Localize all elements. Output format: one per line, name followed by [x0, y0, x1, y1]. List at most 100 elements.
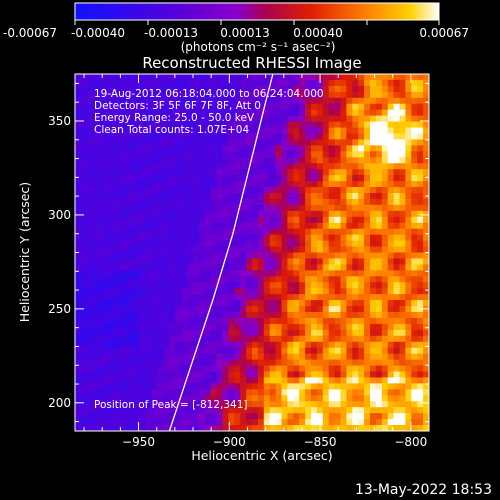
- heatmap-cell: [116, 317, 123, 325]
- heatmap-cell: [405, 252, 412, 259]
- heatmap-cell: [364, 228, 371, 236]
- heatmap-cell: [293, 365, 300, 372]
- heatmap-cell: [375, 306, 383, 313]
- heatmap-cell: [257, 329, 265, 337]
- heatmap-cell: [387, 216, 394, 224]
- heatmap-cell: [275, 204, 282, 212]
- heatmap-cell: [340, 270, 347, 277]
- heatmap-cell: [275, 79, 282, 87]
- heatmap-cell: [328, 74, 335, 81]
- heatmap-cell: [175, 139, 182, 146]
- heatmap-cell: [305, 234, 312, 241]
- heatmap-cell: [157, 79, 164, 87]
- heatmap-cell: [340, 395, 347, 402]
- heatmap-cell: [358, 383, 365, 390]
- heatmap-cell: [423, 204, 429, 212]
- heatmap-cell: [322, 341, 330, 349]
- heatmap-cell: [299, 276, 306, 283]
- heatmap-cell: [316, 198, 324, 206]
- heatmap-cell: [334, 97, 341, 105]
- heatmap-cell: [322, 383, 330, 390]
- heatmap-cell: [364, 91, 371, 99]
- heatmap-cell: [234, 312, 241, 319]
- heatmap-cell: [405, 341, 412, 349]
- heatmap-cell: [240, 157, 247, 164]
- heatmap-cell: [193, 276, 200, 283]
- heatmap-cell: [240, 264, 247, 271]
- heatmap-cell: [417, 383, 424, 390]
- heatmap-cell: [198, 133, 206, 140]
- heatmap-cell: [193, 407, 200, 414]
- heatmap-cell: [375, 145, 383, 152]
- heatmap-cell: [98, 97, 105, 105]
- heatmap-cell: [405, 306, 412, 313]
- heatmap-cell: [375, 282, 383, 289]
- heatmap-cell: [92, 306, 99, 313]
- heatmap-cell: [311, 240, 318, 247]
- heatmap-cell: [322, 270, 330, 277]
- heatmap-cell: [198, 145, 206, 152]
- heatmap-cell: [104, 145, 111, 152]
- heatmap-cell: [110, 103, 117, 111]
- heatmap-cell: [252, 377, 259, 384]
- heatmap-cell: [210, 419, 217, 426]
- heatmap-cell: [423, 157, 429, 164]
- heatmap-cell: [405, 216, 412, 224]
- heatmap-cell: [198, 407, 206, 414]
- heatmap-cell: [275, 169, 282, 176]
- heatmap-cell: [405, 151, 412, 158]
- heatmap-cell: [305, 181, 312, 188]
- heatmap-cell: [340, 169, 347, 176]
- heatmap-cell: [346, 240, 353, 247]
- heatmap-cell: [358, 187, 365, 194]
- heatmap-cell: [417, 74, 424, 81]
- heatmap-cell: [163, 216, 170, 224]
- heatmap-cell: [252, 312, 259, 319]
- heatmap-cell: [263, 329, 271, 337]
- heatmap-cell: [75, 139, 82, 146]
- heatmap-cell: [86, 317, 94, 325]
- heatmap-cell: [187, 198, 194, 206]
- heatmap-cell: [145, 193, 153, 200]
- heatmap-cell: [328, 228, 335, 236]
- heatmap-cell: [328, 395, 335, 402]
- heatmap-cell: [417, 198, 424, 206]
- heatmap-cell: [193, 151, 200, 158]
- heatmap-cell: [287, 246, 294, 253]
- heatmap-cell: [169, 79, 176, 87]
- heatmap-cell: [393, 365, 400, 372]
- heatmap-cell: [128, 193, 135, 200]
- heatmap-cell: [169, 91, 176, 99]
- heatmap-cell: [169, 294, 176, 301]
- heatmap-cell: [281, 121, 288, 128]
- heatmap-cell: [393, 329, 400, 337]
- heatmap-cell: [364, 139, 371, 146]
- heatmap-cell: [139, 121, 147, 128]
- heatmap-cell: [281, 193, 288, 200]
- heatmap-cell: [157, 246, 164, 253]
- heatmap-cell: [151, 270, 158, 277]
- heatmap-cell: [175, 163, 182, 170]
- heatmap-cell: [222, 216, 229, 224]
- heatmap-cell: [163, 198, 170, 206]
- heatmap-cell: [352, 175, 359, 182]
- heatmap-cell: [328, 389, 335, 396]
- heatmap-cell: [399, 198, 406, 206]
- heatmap-cell: [175, 294, 182, 301]
- heatmap-cell: [210, 270, 217, 277]
- heatmap-cell: [157, 294, 164, 301]
- heatmap-cell: [352, 419, 359, 426]
- heatmap-cell: [358, 193, 365, 200]
- heatmap-cell: [346, 139, 353, 146]
- heatmap-cell: [370, 157, 377, 164]
- heatmap-cell: [86, 240, 94, 247]
- heatmap-cell: [405, 181, 412, 188]
- heatmap-cell: [269, 312, 276, 319]
- heatmap-cell: [86, 300, 94, 307]
- heatmap-cell: [157, 175, 164, 182]
- heatmap-cell: [411, 204, 418, 212]
- heatmap-cell: [252, 210, 259, 218]
- heatmap-cell: [275, 228, 282, 236]
- heatmap-cell: [340, 389, 347, 396]
- heatmap-cell: [275, 115, 282, 122]
